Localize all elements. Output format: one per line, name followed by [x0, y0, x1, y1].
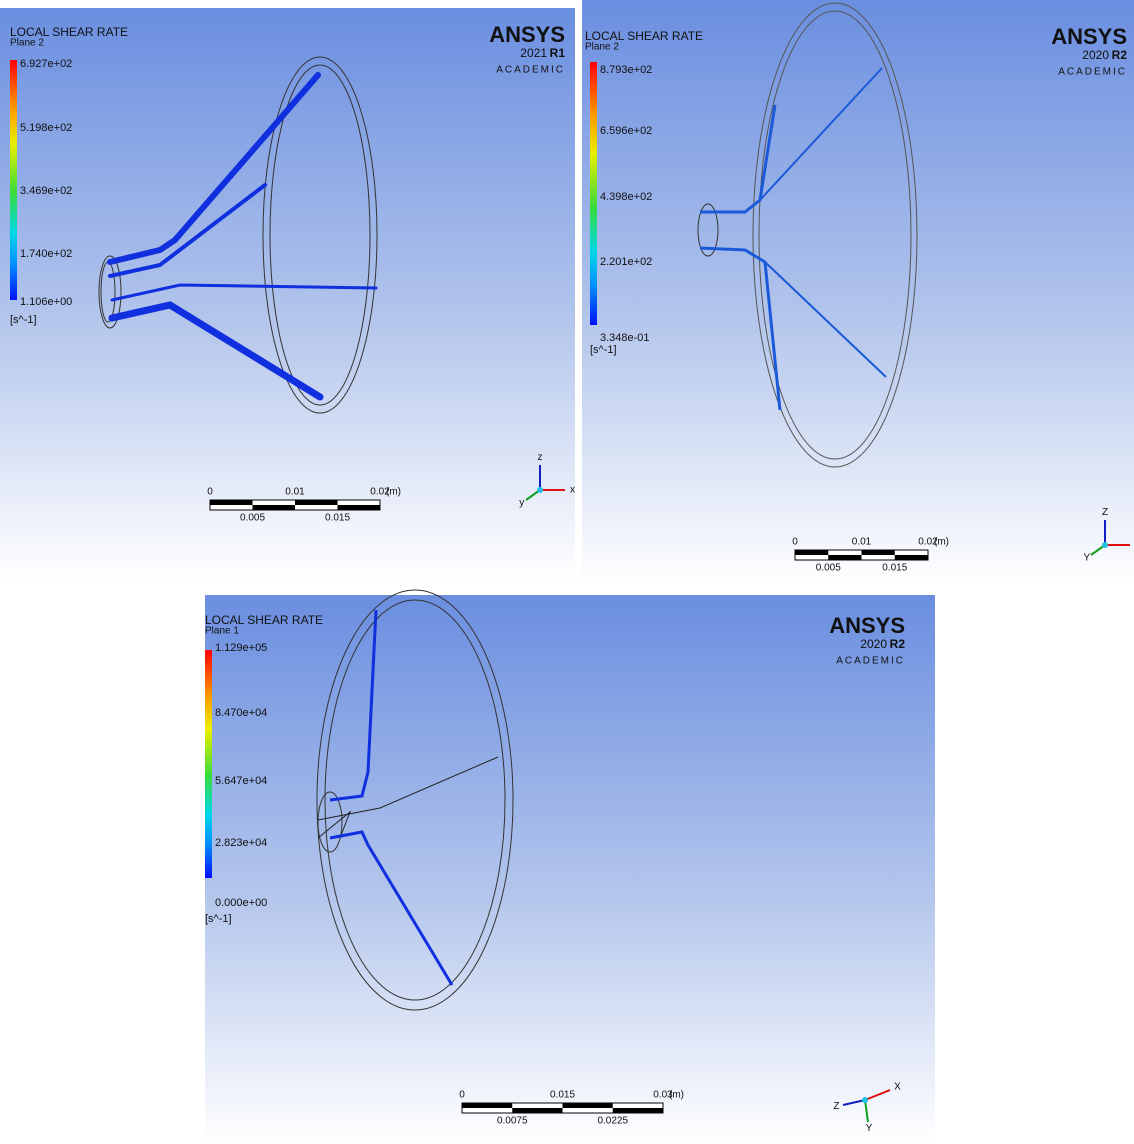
legend-label: 1.106e+00: [20, 296, 72, 308]
brand-edition: ACADEMIC: [1058, 67, 1127, 78]
scale-bar-segment: [462, 1103, 512, 1108]
screenshot: LOCAL SHEAR RATEPlane 26.927e+025.198e+0…: [0, 0, 1134, 1144]
scale-bar-segment: [795, 550, 828, 555]
triad-origin: [1102, 542, 1108, 548]
legend-label: 2.823e+04: [215, 837, 267, 849]
legend-label: 0.000e+00: [215, 897, 267, 909]
color-bar: [590, 62, 597, 325]
scale-label: 0.005: [816, 563, 841, 574]
legend-label: 5.198e+02: [20, 122, 72, 134]
viewport: [205, 595, 935, 1144]
legend-unit: [s^-1]: [10, 314, 37, 326]
legend-unit: [s^-1]: [590, 344, 617, 356]
brand-edition: ACADEMIC: [496, 65, 565, 76]
triad-label: x: [570, 485, 575, 496]
color-bar: [10, 60, 17, 300]
plane-name: Plane 2: [585, 42, 619, 53]
scale-label: 0.015: [325, 513, 350, 524]
legend-label: 6.596e+02: [600, 125, 652, 137]
body: LOCAL SHEAR RATEPlane 26.927e+025.198e+0…: [0, 0, 1134, 1144]
brand-release: R2: [890, 637, 906, 651]
legend-label: 3.469e+02: [20, 185, 72, 197]
brand-year: 2021: [520, 46, 547, 60]
brand-year: 2020: [860, 637, 887, 651]
page: {"panels": [ {"title": "LOCAL SHEAR RATE…: [0, 0, 1134, 1144]
brand-name: ANSYS: [829, 613, 905, 638]
brand-year: 2020: [1082, 48, 1109, 62]
brand-name: ANSYS: [1051, 24, 1127, 49]
scale-unit: (m): [386, 487, 401, 498]
plane-name: Plane 1: [205, 626, 239, 637]
triad-label: y: [519, 498, 524, 509]
brand-edition: ACADEMIC: [836, 656, 905, 667]
scale-label: 0.015: [550, 1090, 575, 1101]
scale-bar-segment: [828, 555, 861, 560]
scale-label: 0.01: [285, 487, 305, 498]
scale-bar-segment: [563, 1103, 613, 1108]
scale-bar-segment: [613, 1108, 663, 1113]
plane-name: Plane 2: [10, 38, 44, 49]
scale-bar-segment: [512, 1108, 562, 1113]
triad-label: Y: [866, 1123, 873, 1134]
legend-label: 4.398e+02: [600, 191, 652, 203]
legend-label: 1.129e+05: [215, 642, 267, 654]
scale-bar-segment: [862, 550, 895, 555]
scale-label: 0.0075: [497, 1116, 528, 1127]
triad-origin: [537, 487, 543, 493]
legend-label: 2.201e+02: [600, 256, 652, 268]
scale-label: 0.01: [852, 537, 872, 548]
triad-origin: [862, 1097, 868, 1103]
triad-label: Z: [833, 1101, 839, 1112]
legend-label: 3.348e-01: [600, 332, 650, 344]
viewport: [582, 0, 1134, 585]
brand-release: R2: [1112, 48, 1128, 62]
scale-label: 0: [792, 537, 798, 548]
legend-label: 8.793e+02: [600, 64, 652, 76]
scale-bar-segment: [338, 505, 381, 510]
scale-label: 0.0225: [597, 1116, 628, 1127]
triad-label: Y: [1083, 553, 1090, 564]
scale-unit: (m): [669, 1090, 684, 1101]
scale-label: 0: [207, 487, 213, 498]
legend-label: 6.927e+02: [20, 58, 72, 70]
legend-unit: [s^-1]: [205, 913, 232, 925]
legend-label: 8.470e+04: [215, 707, 267, 719]
scale-label: 0: [459, 1090, 465, 1101]
scale-bar-segment: [253, 505, 296, 510]
scale-unit: (m): [934, 537, 949, 548]
brand-release: R1: [550, 46, 566, 60]
color-bar: [205, 650, 212, 878]
brand-name: ANSYS: [489, 22, 565, 47]
legend-label: 5.647e+04: [215, 775, 267, 787]
triad-label: z: [538, 452, 543, 463]
scale-label: 0.005: [240, 513, 265, 524]
scale-bar-segment: [295, 500, 338, 505]
triad-label: Z: [1102, 507, 1108, 518]
scale-bar-segment: [210, 500, 253, 505]
triad-label: X: [894, 1082, 901, 1093]
scale-bar-segment: [895, 555, 928, 560]
legend-label: 1.740e+02: [20, 248, 72, 260]
scale-label: 0.015: [882, 563, 907, 574]
